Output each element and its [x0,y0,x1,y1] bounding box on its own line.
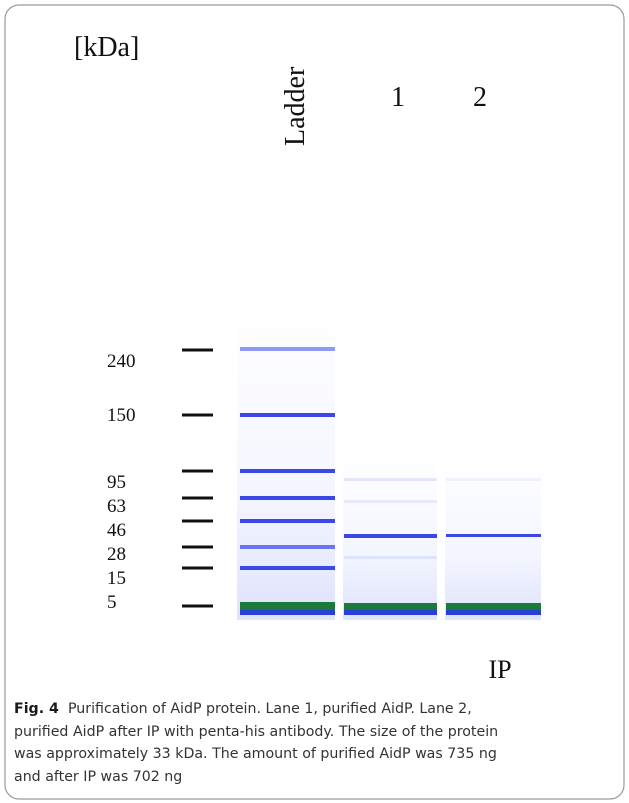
caption-line: and after IP was 702 ng [14,766,619,789]
marker-ticks [182,350,213,606]
marker-label: 46 [107,520,126,541]
marker-label: 28 [107,544,126,565]
marker-label: 240 [107,351,136,372]
caption-line: Fig. 4 Purification of AidP protein. Lan… [14,698,619,721]
lane-label: Ladder [280,66,311,146]
figure: [kDa] Ladder 1 2 [0,0,629,803]
marker-label: 95 [107,472,126,493]
group-label: IP [488,655,511,684]
caption-text: Purification of AidP protein. Lane 1, pu… [68,701,472,717]
caption-label: Fig. 4 [14,701,59,717]
caption: Fig. 4 Purification of AidP protein. Lan… [14,698,619,788]
lane-label: 1 [391,82,405,113]
marker-label: 150 [107,405,136,426]
marker-label: 5 [107,592,117,613]
marker-label: 15 [107,568,126,589]
unit-label: [kDa] [74,32,139,63]
caption-line: was approximately 33 kDa. The amount of … [14,743,619,766]
gel [237,300,541,620]
lane-label: 2 [473,82,487,113]
figure-page: [kDa] Ladder 1 2 [0,0,629,803]
caption-line: purified AidP after IP with penta-his an… [14,721,619,744]
marker-label: 63 [107,496,126,517]
